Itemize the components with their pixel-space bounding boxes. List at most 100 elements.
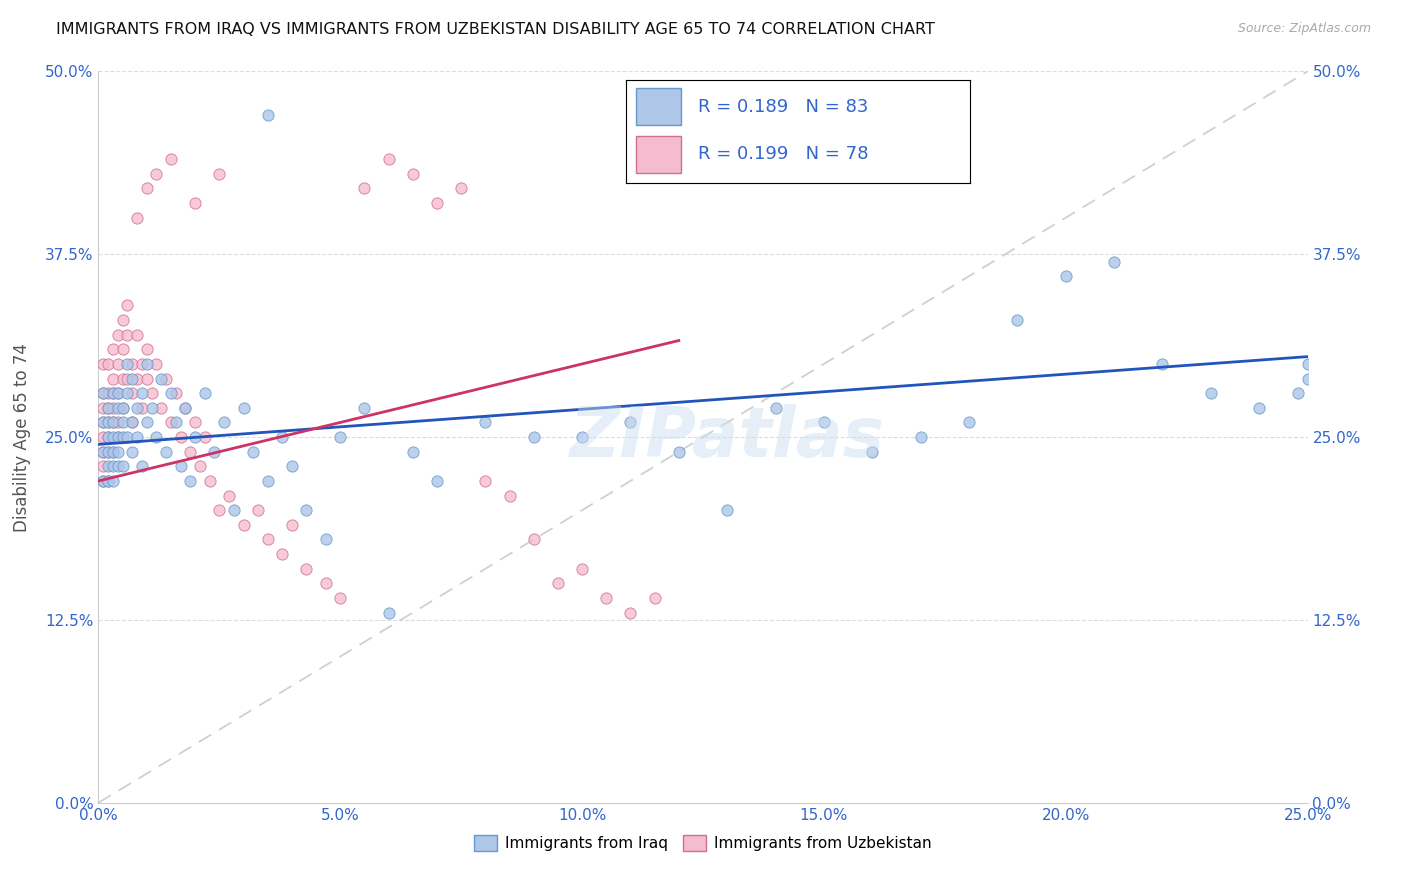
Legend: Immigrants from Iraq, Immigrants from Uzbekistan: Immigrants from Iraq, Immigrants from Uz… — [468, 830, 938, 857]
Point — [111, 401, 134, 415]
Point — [97, 401, 120, 415]
Point — [179, 474, 201, 488]
Point — [97, 459, 120, 474]
Point — [174, 401, 197, 415]
Point — [160, 416, 183, 430]
Point — [1296, 357, 1319, 371]
Point — [117, 386, 139, 401]
Point — [101, 444, 124, 458]
Point — [97, 444, 120, 458]
Point — [208, 503, 231, 517]
Point — [402, 444, 425, 458]
Point — [256, 474, 278, 488]
Point — [1199, 386, 1222, 401]
Text: ZIPatlas: ZIPatlas — [569, 403, 884, 471]
Point — [165, 386, 187, 401]
Point — [184, 416, 207, 430]
Point — [121, 357, 143, 371]
Point — [117, 430, 139, 444]
Point — [145, 357, 167, 371]
Point — [150, 401, 173, 415]
Point — [131, 386, 153, 401]
Point — [247, 503, 270, 517]
Point — [101, 371, 124, 385]
Point — [91, 459, 114, 474]
Point — [155, 444, 177, 458]
Point — [117, 298, 139, 312]
Point — [111, 401, 134, 415]
Point — [1054, 269, 1077, 284]
Point — [295, 562, 318, 576]
Point — [135, 357, 157, 371]
Point — [256, 533, 278, 547]
Point — [111, 313, 134, 327]
Point — [121, 444, 143, 458]
Point — [145, 430, 167, 444]
Point — [256, 108, 278, 122]
Point — [377, 152, 399, 166]
Point — [121, 371, 143, 385]
Point — [117, 357, 139, 371]
Point — [127, 371, 149, 385]
Point — [165, 416, 187, 430]
Point — [131, 357, 153, 371]
Point — [169, 459, 191, 474]
Point — [121, 416, 143, 430]
Point — [101, 444, 124, 458]
Point — [160, 386, 183, 401]
Point — [1286, 386, 1309, 401]
Point — [204, 444, 226, 458]
Point — [107, 386, 129, 401]
Point — [232, 517, 254, 532]
Point — [107, 430, 129, 444]
Point — [97, 474, 120, 488]
Point — [184, 196, 207, 211]
Point — [619, 416, 641, 430]
Point — [188, 459, 211, 474]
Point — [498, 489, 520, 503]
Point — [184, 430, 207, 444]
Point — [644, 591, 666, 605]
Point — [860, 444, 883, 458]
Point — [150, 371, 173, 385]
Point — [716, 503, 738, 517]
Point — [141, 401, 163, 415]
Point — [1007, 313, 1029, 327]
Point — [91, 386, 114, 401]
Text: Source: ZipAtlas.com: Source: ZipAtlas.com — [1237, 22, 1371, 36]
Point — [135, 181, 157, 195]
Point — [571, 562, 593, 576]
Point — [101, 459, 124, 474]
Point — [232, 401, 254, 415]
Point — [121, 416, 143, 430]
Point — [426, 474, 449, 488]
Point — [141, 386, 163, 401]
Point — [107, 416, 129, 430]
Point — [117, 371, 139, 385]
Point — [131, 401, 153, 415]
Point — [222, 503, 245, 517]
Point — [295, 503, 318, 517]
Point — [135, 371, 157, 385]
Point — [127, 401, 149, 415]
Point — [121, 386, 143, 401]
Point — [111, 371, 134, 385]
Point — [111, 416, 134, 430]
Point — [910, 430, 932, 444]
Point — [91, 444, 114, 458]
Point — [135, 343, 157, 357]
Point — [101, 386, 124, 401]
Point — [474, 416, 496, 430]
Point — [271, 430, 294, 444]
Point — [107, 386, 129, 401]
Point — [97, 357, 120, 371]
Point — [97, 401, 120, 415]
Point — [208, 167, 231, 181]
Point — [131, 459, 153, 474]
Point — [111, 430, 134, 444]
Point — [91, 474, 114, 488]
Point — [212, 416, 235, 430]
Point — [145, 167, 167, 181]
Point — [107, 357, 129, 371]
Point — [91, 474, 114, 488]
